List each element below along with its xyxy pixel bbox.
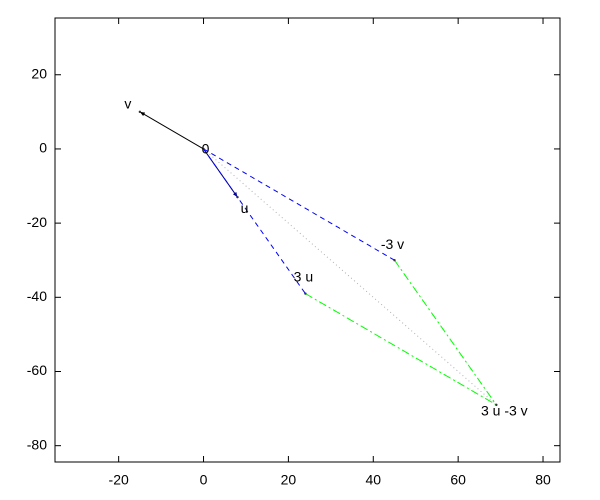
point-label: v	[124, 96, 131, 112]
vector-line	[305, 293, 497, 406]
point	[393, 259, 396, 262]
x-tick-label: 0	[200, 472, 208, 488]
x-tick-label: 80	[535, 472, 551, 488]
x-tick-label: 20	[281, 472, 297, 488]
y-tick-label: -40	[27, 288, 47, 304]
plot-frame	[54, 17, 561, 463]
point	[138, 110, 142, 114]
vector-line	[139, 111, 204, 150]
x-tick-label: 60	[450, 472, 466, 488]
point-label: u	[241, 200, 249, 216]
y-tick-label: 0	[39, 140, 47, 156]
point-label: -3 v	[381, 236, 404, 252]
point	[202, 147, 205, 151]
x-tick-label: 40	[365, 472, 381, 488]
point-label: 3 u -3 v	[481, 403, 528, 419]
vector-line	[203, 148, 395, 261]
vector-line	[203, 148, 306, 294]
y-tick-label: -80	[27, 436, 47, 452]
point	[495, 403, 498, 407]
vector-line	[203, 148, 497, 406]
y-tick-label: 20	[31, 65, 47, 81]
y-tick-label: -20	[27, 214, 47, 230]
vector-line	[394, 259, 497, 406]
point	[304, 292, 307, 295]
point	[236, 195, 239, 199]
x-tick-label: -20	[109, 472, 129, 488]
point-label: 3 u	[294, 268, 313, 284]
point-label: 0	[202, 141, 210, 157]
y-tick-label: -60	[27, 362, 47, 378]
